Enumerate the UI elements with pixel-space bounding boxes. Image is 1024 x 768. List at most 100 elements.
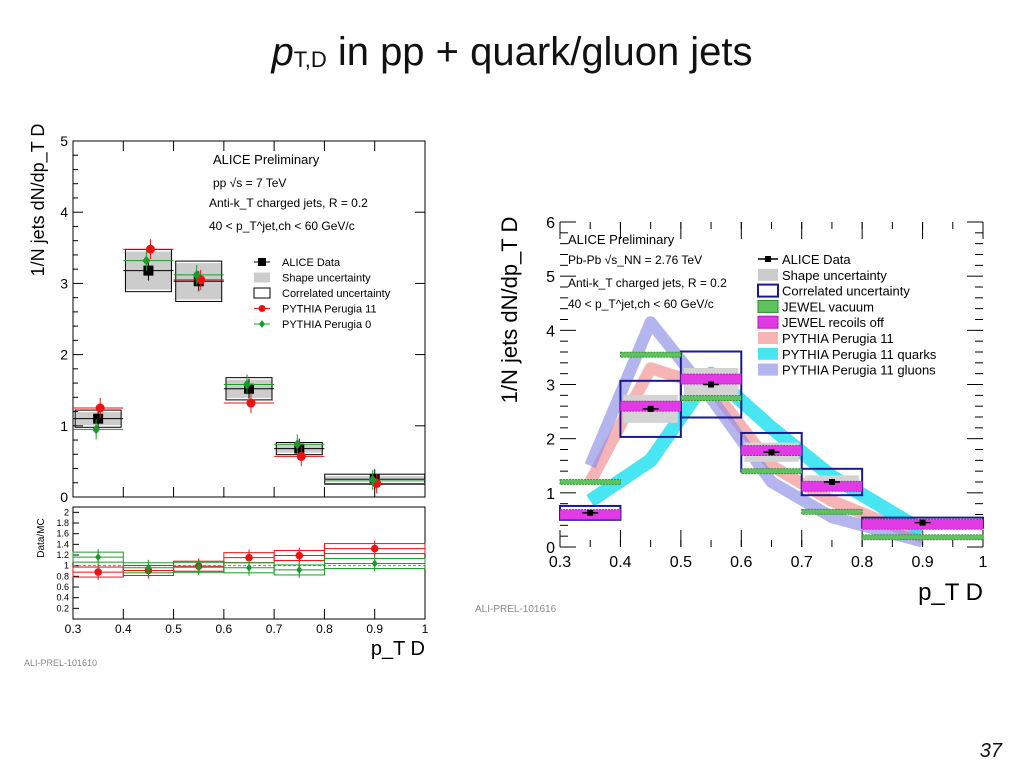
left-xtick-label: 0.4 [115,622,132,636]
left-perugia0-point [142,255,151,266]
right-xtick-label: 0.3 [549,554,571,571]
right-xtick-label: 0.9 [911,554,933,571]
right-xlabel: p_T D [918,579,983,606]
left-ratio-ytick-label: 1.8 [56,518,69,528]
left-perugia0-point [192,269,201,280]
page-number: 37 [979,740,1002,762]
left-xtick-label: 0.5 [165,622,182,636]
left-ratio-ytick-label: 1.2 [56,550,69,560]
left-xtick-label: 0.9 [366,622,383,636]
right-data-point [647,405,654,412]
right-algo-label: Anti-k_T charged jets, R = 0.2 [568,276,727,290]
right-legend-shape-uncertainty: Shape uncertainty [782,268,887,283]
right-jewel-vacuum-bar [620,351,682,358]
left-legend-marker [254,272,270,283]
right-legend-marker [757,283,779,298]
left-legend-pythia-perugia-0: PYTHIA Perugia 0 [282,319,371,331]
right-xtick-label: 0.4 [609,554,631,571]
left-xtick-label: 1 [422,622,429,636]
left-legend-pythia-perugia-11: PYTHIA Perugia 11 [282,304,377,316]
left-legend-marker [258,305,266,312]
left-ratio-point-p11 [370,544,379,553]
right-footer-label: ALI-PREL-101616 [475,604,557,615]
right-ytick-label: 1 [546,486,555,503]
right-ytick-label: 2 [546,432,555,449]
right-data-point [828,479,835,485]
left-ratio-ytick-label: 2 [64,507,69,517]
left-ratio-point-p11 [245,553,253,562]
left-perugia0-point [243,379,251,390]
left-legend-marker [258,258,266,266]
right-data-point [708,381,715,388]
right-ytick-label: 6 [546,215,555,232]
right-energy-label: Pb-Pb √s_NN = 2.76 TeV [568,253,702,267]
left-prelim-label: ALICE Preliminary [213,152,320,167]
right-jewel-vacuum-bar [801,508,863,515]
left-perugia0-point [368,474,377,485]
left-range-label: 40 < p_T^jet,ch < 60 GeV/c [209,219,355,233]
right-data-point [587,509,594,516]
left-ratio-ytick-label: 1.4 [56,539,69,549]
left-ratio-ytick-label: 0.4 [56,593,69,603]
right-legend-marker [758,268,778,281]
left-ratio-point-p0 [371,559,378,568]
left-ratio-ytick-label: 0.6 [56,582,69,592]
left-data-point [294,443,305,454]
left-perugia11-point [296,451,306,461]
right-legend-pythia-perugia-11-quarks: PYTHIA Perugia 11 quarks [782,347,937,362]
right-legend-marker [758,347,778,360]
left-ytick-label: 2 [60,347,68,363]
right-ytick-label: 4 [546,323,555,340]
left-ratio-ytick-label: 0.2 [56,603,69,613]
left-data-point [93,413,104,424]
left-data-point [143,265,154,276]
left-xtick-label: 0.8 [316,622,333,636]
right-xtick-label: 0.8 [851,554,873,571]
right-jewel-vacuum-bar [861,534,984,541]
left-legend-alice-data: ALICE Data [282,257,341,269]
right-data-point [919,519,926,526]
right-legend-pythia-perugia-11: PYTHIA Perugia 11 [782,331,894,346]
left-perugia11-point [95,403,105,413]
right-prelim-label: ALICE Preliminary [568,232,675,247]
right-ytick-label: 0 [546,540,555,557]
left-ytick-label: 5 [60,133,68,149]
left-ratio-point-p0 [296,565,303,574]
right-range-label: 40 < p_T^jet,ch < 60 GeV/c [568,297,714,311]
left-ratio-point-p0 [95,553,102,562]
left-legend-marker [253,287,271,299]
right-ytick-label: 5 [546,269,555,286]
left-legend-shape-uncertainty: Shape uncertainty [282,273,371,285]
left-ytick-label: 0 [60,489,68,505]
left-ratio-ylabel: Data/MC [36,518,47,557]
right-legend-marker [758,332,778,344]
left-legend-correlated-uncertainty: Correlated uncertainty [282,288,391,300]
left-footer-label: ALI-PREL-101610 [24,658,97,668]
right-data-point [768,449,775,456]
left-ytick-label: 3 [60,275,68,291]
left-ratio-point-p11 [94,568,102,576]
left-xtick-label: 0.3 [65,622,82,636]
right-ylabel: 1/N jets dN/dp_T D [497,217,522,404]
right-jewel-vacuum-bar [680,395,742,401]
left-ratio-ytick-label: 1 [64,561,69,571]
title-subscript: T,D [293,47,327,72]
title-p: p [271,30,294,74]
right-ytick-label: 3 [546,378,555,395]
right-chart: 0 1 2 3 4 5 6 0.3 0.4 0.5 0.6 0.7 0.8 0.9 1 1/N jets dN… [475,215,988,615]
left-ratio-ytick-label: 1.6 [56,529,69,539]
right-legend-alice-data: ALICE Data [782,252,851,267]
right-legend-pythia-perugia-11-gluons: PYTHIA Perugia 11 gluons [782,363,936,378]
left-ylabel: 1/N jets dN/dp_T D [28,124,49,277]
right-band-pythia-perugia-11 [584,362,925,543]
left-xtick-label: 0.7 [266,622,283,636]
right-legend-marker [757,315,779,329]
right-correlated-uncertainty-box [679,350,743,419]
slide-title: pT,D in pp + quark/gluon jets [0,30,1024,75]
left-main-frame [72,140,426,498]
left-xtick-label: 0.6 [216,622,233,636]
left-ratio-ytick-label: 0.8 [56,571,69,581]
right-legend-jewel-recoils-off: JEWEL recoils off [782,315,884,330]
left-ratio-point-p0 [246,563,252,572]
